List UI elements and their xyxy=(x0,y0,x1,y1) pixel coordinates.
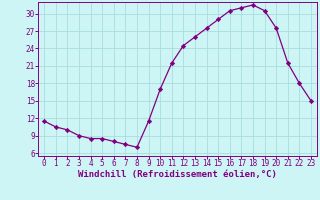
X-axis label: Windchill (Refroidissement éolien,°C): Windchill (Refroidissement éolien,°C) xyxy=(78,170,277,179)
